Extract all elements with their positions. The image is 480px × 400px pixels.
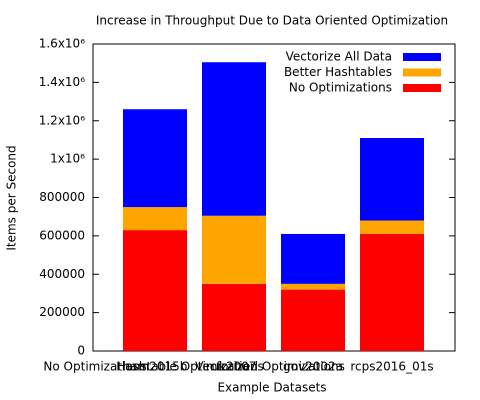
y-tick-label: 800000 xyxy=(39,190,85,204)
bar-segment xyxy=(360,233,424,351)
y-tick-label: 200000 xyxy=(39,305,85,319)
bar-segment xyxy=(123,109,187,208)
legend-label: Vectorize All Data xyxy=(286,50,392,64)
x-axis-label: Example Datasets xyxy=(217,381,326,395)
x-tick-label: uk2007 xyxy=(211,360,256,374)
bar-segment xyxy=(360,138,424,221)
bar-segment xyxy=(123,230,187,351)
x-tick-label: Vectorized Optimizations xyxy=(195,360,345,374)
bar-segment xyxy=(123,207,187,231)
bar-segment xyxy=(360,220,424,234)
bar-segment xyxy=(281,233,345,284)
bar-segment xyxy=(202,283,266,351)
y-tick-label: 400000 xyxy=(39,267,85,281)
y-tick-label: 1x10⁶ xyxy=(50,152,85,166)
legend-swatch xyxy=(403,53,441,61)
legend-swatch xyxy=(403,84,441,92)
x-tick-label: rcps2016_01s xyxy=(350,360,433,374)
x-tick-label: gov2002a xyxy=(283,360,343,374)
bar-segment xyxy=(281,289,345,351)
y-tick-label: 1.4x10⁶ xyxy=(39,75,85,89)
bar-segment xyxy=(202,62,266,216)
x-tick-label: ham2015b xyxy=(123,360,188,374)
x-tick-label: Hashtable Optimizations xyxy=(116,360,263,374)
y-tick-label: 0 xyxy=(77,344,85,358)
legend-swatch xyxy=(403,68,441,77)
chart-title: Increase in Throughput Due to Data Orien… xyxy=(96,14,448,28)
y-tick-label: 600000 xyxy=(39,228,85,242)
y-tick-label: 1.6x10⁶ xyxy=(39,37,85,51)
y-axis-label: Items per Second xyxy=(5,145,19,250)
bar-segment xyxy=(202,215,266,284)
legend-label: No Optimizations xyxy=(289,81,392,95)
y-tick-label: 1.2x10⁶ xyxy=(39,113,85,127)
legend-label: Better Hashtables xyxy=(284,65,392,79)
bar-segment xyxy=(281,283,345,290)
x-tick-label: No Optimizations xyxy=(43,360,146,374)
